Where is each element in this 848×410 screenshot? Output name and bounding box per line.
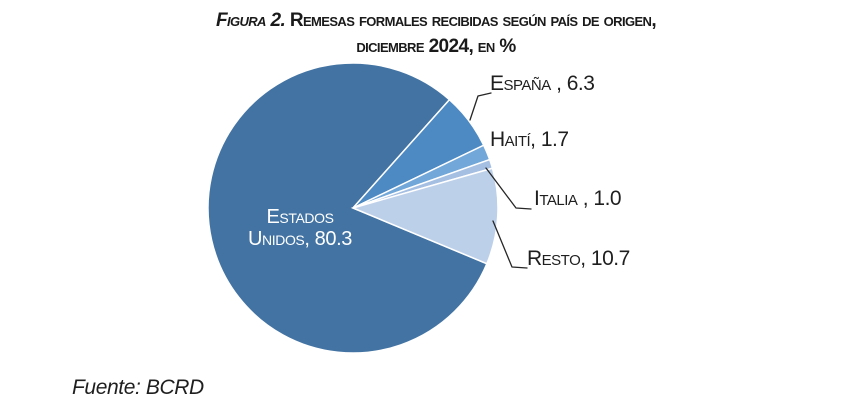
- pie-slices: [207, 62, 499, 354]
- leader-line-italia: [485, 167, 532, 210]
- slice-label-estados-unidos: Estados Unidos, 80.3: [219, 206, 381, 250]
- pie-slice-resto: [350, 167, 499, 265]
- leader-line-espana: [469, 92, 492, 121]
- slice-label-espana: España , 6.3: [490, 72, 595, 95]
- slice-label-estados-unidos-line2: Unidos, 80.3: [247, 228, 353, 250]
- chart-title: Figura 2. Remesas formales recibidas seg…: [24, 8, 848, 60]
- chart-title-line2: diciembre 2024, en %: [356, 36, 516, 57]
- leader-line-resto: [492, 220, 528, 269]
- chart-title-text: Remesas formales recibidas según país de…: [285, 10, 657, 31]
- slice-label-haiti: Haití, 1.7: [490, 128, 569, 151]
- slice-label-italia: Italia , 1.0: [534, 187, 622, 210]
- chart-title-line1: Figura 2. Remesas formales recibidas seg…: [24, 8, 848, 34]
- source-note: Fuente: BCRD: [72, 376, 204, 399]
- slice-label-resto: Resto, 10.7: [527, 247, 630, 270]
- slice-label-estados-unidos-line1: Estados: [266, 206, 334, 228]
- figure-number: Figura 2.: [215, 10, 286, 31]
